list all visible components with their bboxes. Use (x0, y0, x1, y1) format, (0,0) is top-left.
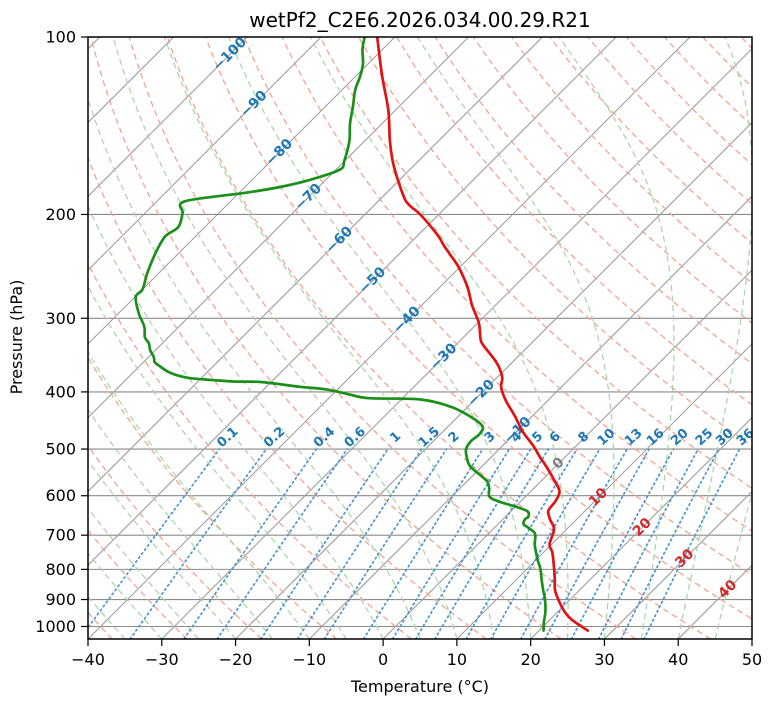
x-tick-label: 20 (520, 650, 540, 669)
mixing-ratio-label: 1.5 (416, 424, 443, 451)
x-tick-label: −30 (145, 650, 179, 669)
mixing-ratio-label: 6 (547, 429, 564, 446)
mixing-ratio-label: 3 (482, 429, 499, 446)
y-tick-label: 900 (45, 590, 76, 609)
y-tick-label: 500 (45, 440, 76, 459)
y-tick-label: 100 (45, 28, 76, 47)
y-tick-label: 400 (45, 382, 76, 401)
y-tick-label: 800 (45, 560, 76, 579)
y-tick-label: 200 (45, 205, 76, 224)
mixing-ratio-lines (88, 448, 741, 639)
x-tick-label: −20 (219, 650, 253, 669)
y-tick-label: 300 (45, 309, 76, 328)
x-tick-label: 30 (594, 650, 614, 669)
mixing-ratio-label: 2 (446, 429, 463, 446)
x-axis-label: Temperature (°C) (350, 677, 489, 696)
mixing-ratio-label: 1 (387, 429, 404, 446)
pressure-gridlines (88, 37, 752, 628)
y-tick-label: 1000 (35, 617, 76, 636)
mixing-ratio-label: 10 (595, 426, 618, 449)
mixing-ratio-label: 0.2 (261, 424, 288, 451)
x-tick-label: 10 (447, 650, 467, 669)
mixing-ratio-label: 16 (644, 426, 667, 449)
mixing-ratio-label: 20 (668, 426, 691, 449)
moist-adiabats (88, 37, 752, 639)
dry-adiabats (88, 37, 752, 639)
mixing-ratio-label: 36 (734, 426, 757, 449)
dewpoint-curve (134, 37, 547, 632)
mixing-ratio-label: 0.6 (342, 424, 369, 451)
x-tick-label: −40 (71, 650, 105, 669)
x-tick-label: 40 (668, 650, 688, 669)
chart-title: wetPf2_C2E6.2026.034.00.29.R21 (249, 8, 590, 32)
x-tick-label: 50 (742, 650, 762, 669)
y-axis-label: Pressure (hPa) (7, 280, 26, 395)
mixing-ratio-label: 13 (622, 426, 645, 449)
x-tick-label: −10 (292, 650, 326, 669)
x-tick-label: 0 (378, 650, 388, 669)
y-tick-label: 600 (45, 486, 76, 505)
isotherm-gridlines (88, 37, 752, 639)
mixing-ratio-label: 0.4 (311, 424, 338, 451)
temperature-curve (375, 37, 590, 632)
y-tick-label: 700 (45, 526, 76, 545)
mixing-ratio-label: 0.1 (214, 424, 241, 451)
axes: −40 −30 −20 −10 0 10 20 30 40 5010020030040050060… (35, 28, 762, 669)
